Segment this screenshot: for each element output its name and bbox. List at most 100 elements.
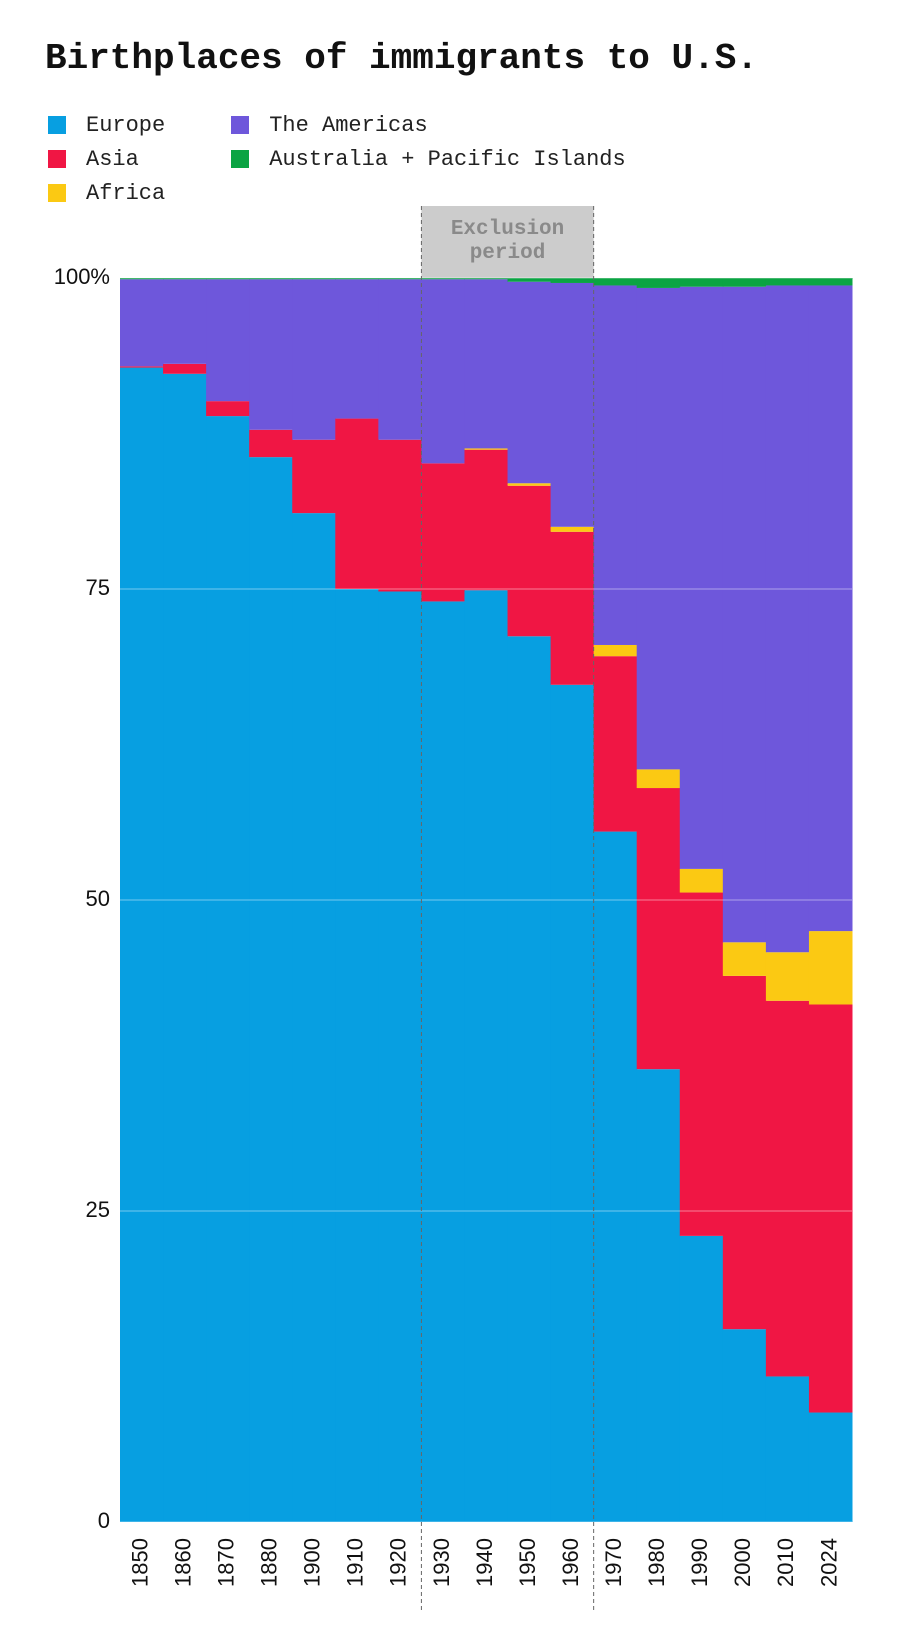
bar-segment	[679, 1235, 724, 1522]
bar-segment	[120, 278, 164, 280]
x-tick-label: 1920	[386, 1538, 411, 1587]
bar-segment	[722, 942, 767, 976]
bar-segment	[249, 429, 293, 458]
bar-segment	[464, 278, 509, 280]
legend: Europe Asia Africa The Americas Australia + …	[48, 108, 626, 210]
legend-swatch	[48, 116, 66, 134]
bar-segment	[163, 279, 207, 364]
legend-label: The Americas	[269, 112, 428, 138]
bar-segment	[292, 279, 336, 440]
bar-segment	[292, 278, 336, 280]
bar-segment	[765, 285, 810, 953]
x-tick-label: 1950	[515, 1538, 540, 1587]
legend-swatch	[231, 150, 250, 168]
bar-segment	[593, 656, 638, 832]
bar-segment	[679, 868, 724, 893]
bar-segment	[593, 831, 638, 1522]
x-tick-label: 1850	[127, 1538, 152, 1587]
legend-item: Asia	[48, 142, 165, 176]
x-tick-label: 1990	[687, 1538, 712, 1587]
x-tick-label: 1870	[213, 1538, 238, 1587]
bar-segment	[550, 684, 595, 1522]
bar-segment	[292, 513, 336, 1522]
bar-segment	[636, 287, 681, 770]
legend-item: Europe	[48, 108, 165, 142]
y-tick-label: 100%	[54, 264, 110, 289]
bar-segment	[722, 278, 767, 287]
x-tick-label: 1900	[300, 1538, 325, 1587]
bar-segment	[249, 278, 293, 280]
bar-segment	[636, 788, 681, 1070]
bar-segment	[335, 279, 379, 419]
x-tick-label: 1860	[170, 1538, 195, 1587]
y-tick-label: 25	[86, 1197, 110, 1222]
bar-segment	[206, 279, 250, 402]
y-tick-label: 50	[86, 886, 110, 911]
bar-segment	[507, 636, 552, 1522]
bar-segment	[206, 401, 250, 417]
annotation: Exclusion period	[450, 218, 565, 265]
bar-segment	[808, 285, 853, 932]
bar-segment	[679, 278, 724, 287]
bar-segment	[765, 278, 810, 286]
bar-segment	[636, 278, 681, 288]
bar-segment	[421, 463, 465, 602]
bar-segment	[679, 286, 724, 869]
chart-title: Birthplaces of immigrants to U.S.	[45, 38, 758, 79]
bar-segment	[292, 439, 336, 514]
legend-swatch	[231, 116, 250, 134]
bar-segment	[722, 1329, 767, 1522]
bar-segment	[679, 892, 724, 1236]
bar-segment	[464, 449, 509, 591]
bar-segment	[335, 589, 379, 1522]
bar-segment	[120, 279, 164, 367]
x-tick-label: 2024	[816, 1538, 841, 1587]
bar-segment	[120, 366, 164, 368]
bar-segment	[636, 769, 681, 789]
bar-segment	[249, 457, 293, 1522]
bar-segment	[421, 601, 465, 1522]
bar-segment	[593, 278, 638, 286]
bar-segment	[507, 281, 552, 484]
bar-segment	[464, 448, 509, 450]
bar-segment	[464, 279, 509, 449]
bar-segment	[206, 416, 250, 1523]
x-tick-label: 1880	[257, 1538, 282, 1587]
bar-segment	[550, 282, 595, 527]
legend-label: Asia	[86, 146, 139, 172]
bar-segment	[378, 439, 422, 592]
bar-segment	[378, 591, 422, 1522]
bar-segment	[507, 483, 552, 486]
bar-segment	[335, 418, 379, 589]
legend-label: Australia + Pacific Islands	[269, 146, 626, 172]
annotation-box	[421, 206, 594, 278]
bar-segment	[765, 1000, 810, 1377]
legend-swatch	[48, 184, 66, 202]
legend-item: Australia + Pacific Islands	[231, 142, 626, 176]
bar-segment	[120, 367, 164, 1522]
bar-segment	[507, 485, 552, 637]
bar-segment	[765, 1376, 810, 1522]
legend-label: Europe	[86, 112, 166, 138]
bar-segment	[593, 644, 638, 657]
y-tick-label: 0	[98, 1508, 110, 1533]
bar-segment	[808, 931, 853, 1005]
bar-segment	[163, 363, 207, 374]
bar-segment	[722, 975, 767, 1330]
legend-item: Africa	[48, 176, 165, 210]
bar-segment	[550, 531, 595, 685]
bar-segment	[507, 278, 552, 282]
bar-segment	[163, 278, 207, 280]
x-tick-label: 2000	[730, 1538, 755, 1587]
bar-segment	[593, 285, 638, 645]
bar-segment	[550, 278, 595, 283]
bar-segment	[550, 526, 595, 532]
x-tick-label: 1960	[558, 1538, 583, 1587]
bar-segment	[808, 1412, 853, 1522]
x-tick-label: 1910	[343, 1538, 368, 1587]
legend-item: The Americas	[231, 108, 625, 142]
x-tick-label: 2010	[773, 1538, 798, 1587]
bar-segment	[206, 278, 250, 280]
